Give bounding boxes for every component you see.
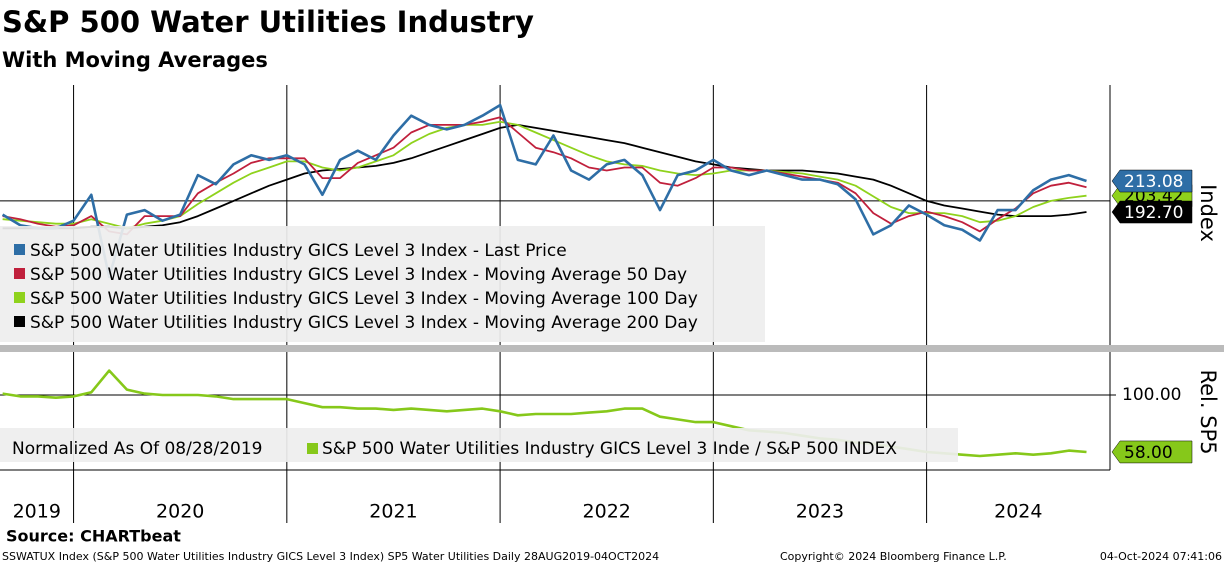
legend-swatch: [14, 244, 25, 255]
value-tag: [1111, 200, 1193, 224]
legend-swatch: [14, 316, 25, 327]
x-tick-label: 2021: [369, 501, 417, 523]
axis-title-group: Rel. SP5: [1196, 369, 1220, 454]
legend-label: S&P 500 Water Utilities Industry GICS Le…: [30, 241, 567, 261]
value-label: 213.08: [1124, 172, 1183, 192]
x-tick-label: 2023: [796, 501, 844, 523]
source: Source: CHARTbeat: [6, 527, 181, 546]
footer: SSWATUX Index (S&P 500 Water Utilities I…: [2, 550, 659, 563]
line: [2, 124, 1087, 230]
value-label: 192.70: [1124, 203, 1183, 223]
legend-swatch: [14, 268, 25, 279]
legend-label: S&P 500 Water Utilities Industry GICS Le…: [30, 265, 687, 285]
legend-swatch: [14, 292, 25, 303]
legend-swatch: [307, 443, 318, 454]
chart-title: S&P 500 Water Utilities Industry: [2, 5, 534, 39]
value-tag: [1111, 169, 1193, 193]
footer: Copyright© 2024 Bloomberg Finance L.P.: [780, 550, 1007, 563]
legend-box: [0, 428, 958, 462]
x-tick-label: 2019: [13, 501, 61, 523]
footer: 04-Oct-2024 07:41:06: [1100, 550, 1222, 563]
panel-separator: [0, 345, 1224, 352]
value-label: 58.00: [1124, 443, 1173, 463]
x-tick-label: 2020: [156, 501, 204, 523]
axis-title: Index: [1196, 184, 1220, 242]
legend-box: [0, 226, 765, 342]
legend-note: Normalized As Of 08/28/2019: [12, 439, 262, 459]
value-tag: [1111, 440, 1193, 464]
legend-label: S&P 500 Water Utilities Industry GICS Le…: [30, 313, 698, 333]
legend-label: S&P 500 Water Utilities Industry GICS Le…: [322, 439, 897, 459]
y-tick-label: 100.00: [1122, 385, 1181, 405]
line: [1, 103, 1087, 279]
axis-title: Rel. SP5: [1196, 369, 1220, 454]
axis-title-group: Index: [1196, 184, 1220, 242]
chart-subtitle: With Moving Averages: [2, 48, 268, 72]
x-tick-label: 2024: [994, 501, 1042, 523]
line: [2, 120, 1087, 230]
legend-label: S&P 500 Water Utilities Industry GICS Le…: [30, 289, 698, 309]
x-tick-label: 2022: [583, 501, 631, 523]
